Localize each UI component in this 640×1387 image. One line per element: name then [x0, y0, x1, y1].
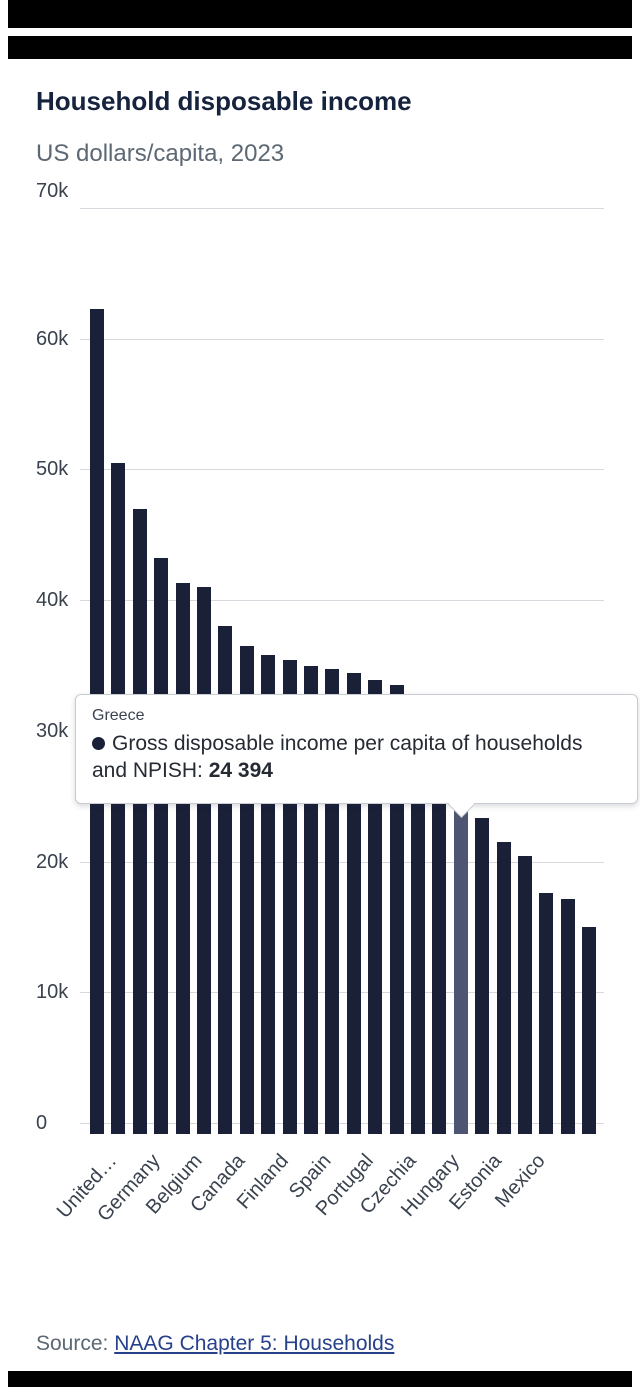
y-gridline: [80, 208, 604, 209]
y-gridline: [80, 338, 604, 340]
source-line: Source: NAAG Chapter 5: Households: [36, 1332, 394, 1356]
bar[interactable]: [154, 558, 169, 1134]
series-dot-icon: [92, 737, 105, 750]
bar-highlighted-greece[interactable]: [453, 804, 468, 1134]
y-axis-label: 10k: [36, 981, 69, 1004]
chart-subtitle: US dollars/capita, 2023: [36, 140, 285, 167]
tooltip-value: 24 394: [208, 759, 273, 782]
bar[interactable]: [518, 856, 532, 1134]
bar[interactable]: [197, 587, 211, 1134]
y-gridline: [80, 861, 604, 863]
y-axis-label: 40k: [36, 589, 69, 612]
y-axis-label: 30k: [36, 719, 69, 742]
top-status-bar: [8, 0, 632, 28]
chart-title: Household disposable income: [36, 86, 412, 116]
y-axis-label: 0: [36, 1112, 48, 1134]
tooltip-country: Greece: [92, 707, 145, 724]
bar[interactable]: [539, 892, 554, 1134]
tooltip-series-label: Gross disposable income per capita of ho…: [92, 732, 583, 782]
y-gridline: [80, 469, 604, 471]
tooltip: Greece Gross disposable income per capit…: [75, 694, 638, 804]
y-gridline: [80, 600, 604, 602]
source-link[interactable]: NAAG Chapter 5: Households: [114, 1332, 395, 1355]
browser-chrome-bar: [8, 36, 632, 59]
bottom-system-bar: [8, 1371, 632, 1387]
bar[interactable]: [411, 730, 425, 1134]
y-gridline: [80, 992, 604, 994]
bar[interactable]: [560, 899, 575, 1134]
bar[interactable]: [582, 926, 597, 1134]
tooltip-text: Gross disposable income per capita of ho…: [92, 730, 621, 784]
y-axis-label: 70k: [36, 180, 69, 202]
source-label: Source:: [36, 1332, 109, 1355]
bar[interactable]: [475, 818, 490, 1134]
y-axis-label: 20k: [36, 850, 69, 873]
bar[interactable]: [432, 776, 447, 1134]
y-axis-label: 60k: [36, 327, 69, 350]
y-gridline: [80, 1123, 604, 1124]
y-axis-label: 50k: [36, 458, 69, 481]
bar[interactable]: [132, 508, 147, 1134]
bar[interactable]: [496, 841, 511, 1134]
bar[interactable]: [175, 583, 190, 1134]
